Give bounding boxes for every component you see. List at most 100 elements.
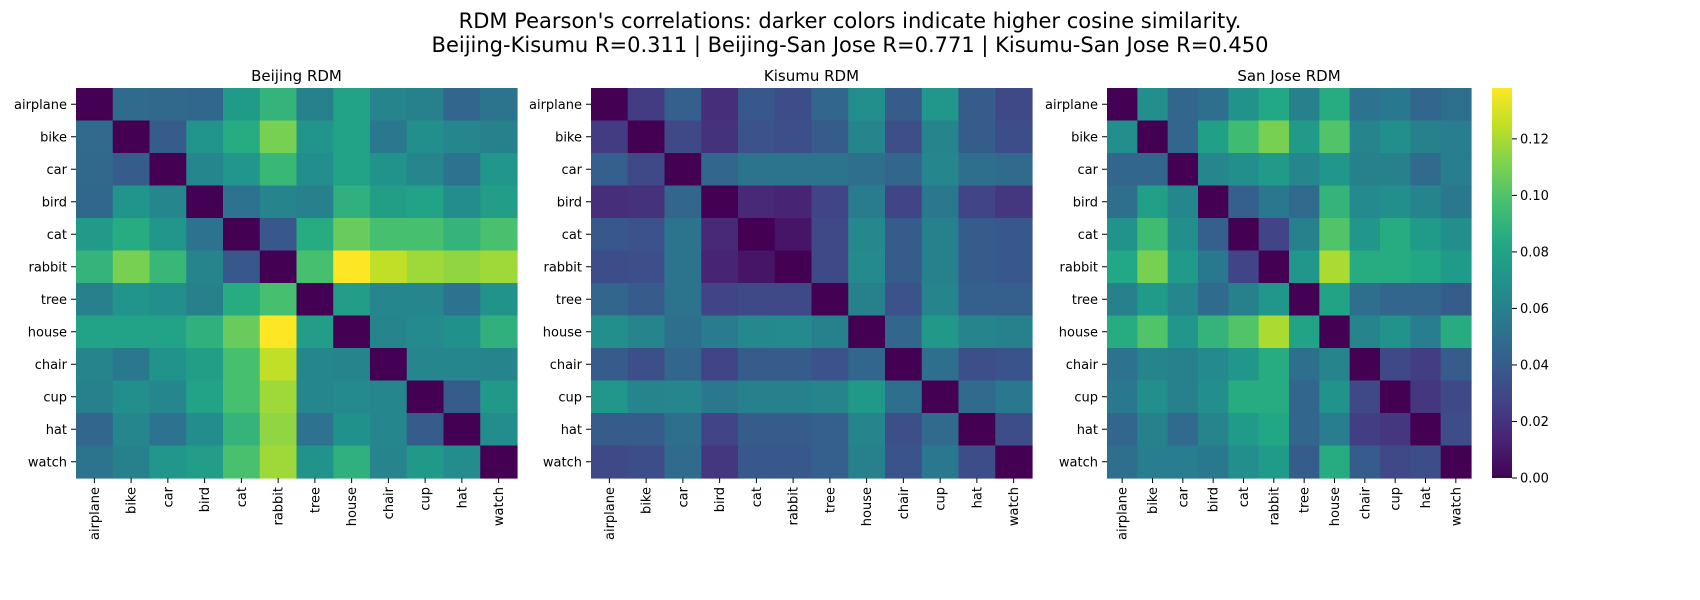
heatmap-cell xyxy=(186,185,224,219)
x-tick-label: bike xyxy=(640,487,655,514)
heatmap-cell xyxy=(1319,348,1351,382)
heatmap-cell xyxy=(738,445,776,479)
heatmap-cell xyxy=(186,348,224,382)
heatmap-cell xyxy=(1228,218,1260,252)
heatmap-cell xyxy=(995,445,1033,479)
heatmap-cell xyxy=(1380,250,1411,284)
heatmap-cell xyxy=(1410,283,1442,317)
heatmap-cell xyxy=(333,218,371,252)
heatmap-cell xyxy=(1107,120,1138,154)
heatmap-cell xyxy=(921,348,960,382)
heatmap-cell xyxy=(223,185,261,219)
heatmap-cell xyxy=(1107,283,1138,317)
heatmap-cell xyxy=(1410,153,1442,187)
y-tick-label: watch xyxy=(543,455,582,470)
heatmap-cell xyxy=(1410,218,1442,252)
heatmap-cell xyxy=(664,315,702,349)
heatmap-cell xyxy=(774,218,813,252)
heatmap-cell xyxy=(1167,348,1199,382)
heatmap-cell xyxy=(1349,120,1381,154)
heatmap-cell xyxy=(186,445,224,479)
heatmap-cell xyxy=(701,413,739,447)
heatmap-cell xyxy=(701,153,739,187)
heatmap-cell xyxy=(921,445,960,479)
heatmap-cell xyxy=(774,250,813,284)
heatmap-cell xyxy=(1349,283,1381,317)
heatmap-cell xyxy=(223,348,261,382)
heatmap-cell xyxy=(1440,218,1472,252)
heatmap-cell xyxy=(149,88,187,122)
heatmap-cell xyxy=(921,315,960,349)
x-tick-label: chair xyxy=(897,486,912,519)
heatmap-cell xyxy=(738,315,776,349)
heatmap-cell xyxy=(921,250,960,284)
heatmap-cell xyxy=(885,445,923,479)
heatmap-cell xyxy=(480,445,518,479)
heatmap-cell xyxy=(958,445,996,479)
heatmap-cell xyxy=(480,120,518,154)
heatmap-cell xyxy=(370,120,408,154)
heatmap-cell xyxy=(1410,120,1442,154)
heatmap-cell xyxy=(958,413,996,447)
heatmap-cell xyxy=(701,218,739,252)
heatmap-cell xyxy=(591,88,629,122)
panel-title: Kisumu RDM xyxy=(764,67,859,85)
heatmap-cell xyxy=(738,380,776,414)
heatmap-cell xyxy=(186,120,224,154)
x-tick-label: tree xyxy=(823,487,838,513)
heatmap-cell xyxy=(370,315,408,349)
heatmap-cell xyxy=(1137,413,1169,447)
heatmap-cell xyxy=(591,283,629,317)
heatmap-cell xyxy=(186,283,224,317)
heatmap-cell xyxy=(1137,348,1169,382)
heatmap-cell xyxy=(333,153,371,187)
heatmap-cell xyxy=(1198,153,1229,187)
heatmap-cell xyxy=(443,413,481,447)
heatmap-cell xyxy=(664,348,702,382)
heatmap-cell xyxy=(1380,315,1411,349)
heatmap-cell xyxy=(1107,88,1138,122)
heatmap-cell xyxy=(627,315,666,349)
x-tick-label: cup xyxy=(419,487,434,511)
heatmap-cell xyxy=(738,218,776,252)
heatmap-cell xyxy=(370,250,408,284)
x-tick-label: house xyxy=(1328,487,1343,526)
heatmap-cell xyxy=(995,348,1033,382)
heatmap-cell xyxy=(811,185,849,219)
heatmap-cell xyxy=(774,88,813,122)
x-tick-label: rabbit xyxy=(1267,487,1282,526)
colorbar-tick-label: 0.08 xyxy=(1520,245,1549,260)
heatmap-cell xyxy=(333,413,371,447)
heatmap-cell xyxy=(1228,445,1260,479)
heatmap-cell xyxy=(333,185,371,219)
heatmap-cell xyxy=(1380,445,1411,479)
heatmap-cell xyxy=(1410,413,1442,447)
x-tick-label: watch xyxy=(1007,487,1022,526)
heatmap-cell xyxy=(370,348,408,382)
heatmap-cell xyxy=(738,250,776,284)
heatmap-cell xyxy=(149,445,187,479)
heatmap-cell xyxy=(627,185,666,219)
x-tick-label: cat xyxy=(750,487,765,507)
heatmap-cell xyxy=(1228,380,1260,414)
heatmap-cell xyxy=(921,120,960,154)
heatmap-cell xyxy=(112,185,151,219)
heatmap-cell xyxy=(664,445,702,479)
colorbar-tick-label: 0.06 xyxy=(1520,302,1549,317)
heatmap-cell xyxy=(1319,120,1351,154)
heatmap-cell xyxy=(186,380,224,414)
heatmap-cell xyxy=(627,348,666,382)
heatmap-cell xyxy=(480,380,518,414)
heatmap-cell xyxy=(223,315,261,349)
y-tick-label: car xyxy=(562,163,583,178)
heatmap-cell xyxy=(76,153,114,187)
heatmap-cell xyxy=(958,380,996,414)
heatmap-cell xyxy=(738,88,776,122)
heatmap-cell xyxy=(296,283,334,317)
x-tick-label: hat xyxy=(970,487,985,508)
heatmap-cell xyxy=(701,348,739,382)
heatmap-cell xyxy=(958,120,996,154)
heatmap-cell xyxy=(186,88,224,122)
x-tick-label: hat xyxy=(1419,487,1434,508)
y-tick-label: rabbit xyxy=(28,260,67,275)
